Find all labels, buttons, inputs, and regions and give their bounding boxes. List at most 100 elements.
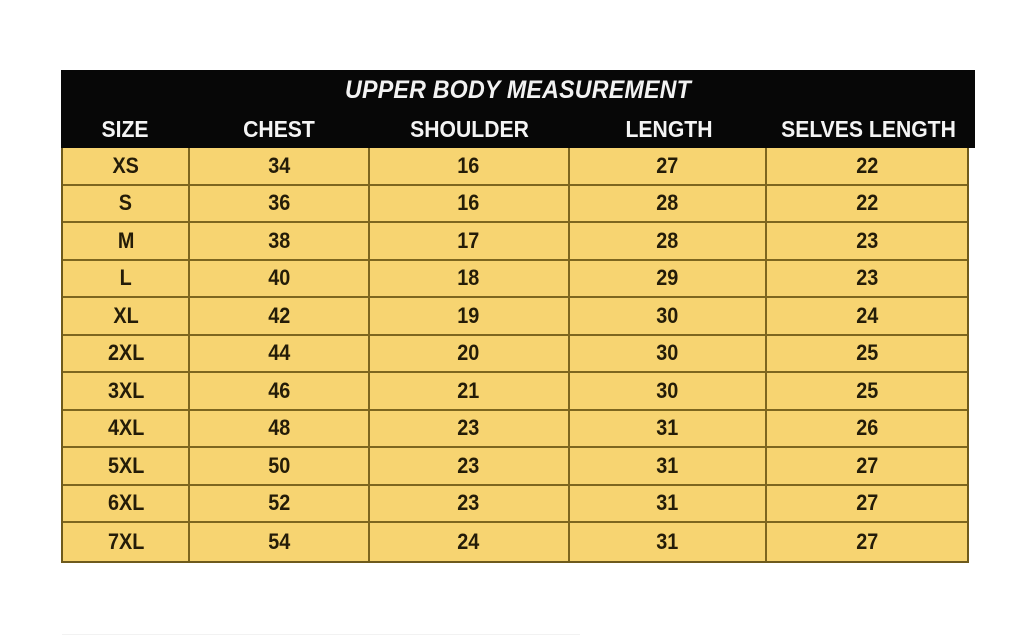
cell-selves-length: 23 [767, 261, 967, 297]
cell-chest-value: 42 [268, 302, 291, 328]
cell-shoulder-value: 17 [457, 227, 480, 253]
column-header-shoulder: SHOULDER [410, 115, 529, 142]
cell-shoulder-value: 23 [457, 452, 480, 478]
column-header-length: LENGTH [625, 115, 713, 142]
table-row: 6XL 52 23 31 27 [63, 485, 967, 523]
cell-selves-length-value: 24 [855, 302, 878, 328]
cell-selves-length-value: 23 [855, 227, 878, 253]
cell-length: 31 [570, 448, 767, 484]
cell-chest-value: 40 [268, 265, 291, 291]
cell-selves-length: 22 [767, 186, 967, 222]
size-chart-table: UPPER BODY MEASUREMENT SIZE CHEST SHOULD… [61, 70, 975, 563]
cell-size-value: L [119, 265, 132, 291]
table-row: XL 42 19 30 24 [63, 298, 967, 336]
cell-length: 31 [570, 523, 767, 561]
cell-selves-length: 27 [767, 486, 967, 522]
cell-shoulder-value: 18 [457, 265, 480, 291]
cell-length: 31 [570, 485, 767, 521]
cell-shoulder: 23 [370, 485, 570, 521]
cell-size: 5XL [63, 448, 191, 484]
cell-shoulder: 17 [370, 223, 570, 259]
page-bottom-rule [62, 634, 580, 635]
cell-length-value: 31 [656, 490, 679, 516]
cell-size: M [63, 223, 191, 259]
cell-selves-length-value: 22 [855, 152, 878, 178]
cell-length: 31 [570, 410, 767, 446]
cell-shoulder-value: 19 [457, 302, 480, 328]
cell-selves-length: 27 [767, 523, 967, 561]
cell-selves-length-value: 26 [855, 415, 878, 441]
cell-size: 7XL [63, 523, 191, 561]
cell-selves-length-value: 22 [855, 190, 878, 216]
cell-shoulder-value: 21 [457, 377, 480, 403]
cell-selves-length: 22 [767, 148, 967, 184]
cell-selves-length: 25 [767, 336, 967, 372]
cell-length: 30 [570, 373, 767, 409]
cell-size: XS [63, 148, 191, 184]
cell-size-value: 7XL [107, 528, 144, 554]
cell-size: L [63, 260, 191, 296]
chart-title-row: UPPER BODY MEASUREMENT [61, 70, 975, 110]
cell-shoulder: 16 [370, 148, 570, 184]
column-header-selves-length: SELVES LENGTH [781, 115, 956, 142]
cell-selves-length: 25 [767, 373, 967, 409]
cell-size: S [63, 185, 191, 221]
cell-selves-length: 26 [767, 411, 967, 447]
cell-shoulder: 23 [370, 448, 570, 484]
table-row: 4XL 48 23 31 26 [63, 410, 967, 448]
cell-size-value: M [117, 227, 134, 253]
cell-size-value: 3XL [107, 377, 144, 403]
cell-chest: 52 [190, 485, 370, 521]
cell-size-value: XL [113, 302, 139, 328]
cell-chest: 40 [190, 260, 370, 296]
cell-chest-value: 44 [268, 340, 291, 366]
chart-body: XS 34 16 27 22 S 36 16 28 22 M 38 17 28 23 L 40 18 29 23 XL 4… [61, 148, 969, 563]
cell-chest-value: 50 [268, 452, 291, 478]
cell-length: 28 [570, 223, 767, 259]
cell-shoulder-value: 20 [457, 340, 480, 366]
cell-length: 28 [570, 185, 767, 221]
cell-shoulder: 19 [370, 298, 570, 334]
cell-size: 6XL [63, 485, 191, 521]
table-row: 2XL 44 20 30 25 [63, 335, 967, 373]
cell-chest-value: 52 [268, 490, 291, 516]
cell-shoulder-value: 24 [457, 528, 480, 554]
cell-shoulder-value: 23 [457, 490, 480, 516]
cell-size: 4XL [63, 410, 191, 446]
cell-size-value: 4XL [107, 415, 144, 441]
cell-length: 30 [570, 298, 767, 334]
cell-chest: 54 [190, 523, 370, 561]
chart-title: UPPER BODY MEASUREMENT [344, 75, 691, 104]
cell-selves-length-value: 27 [855, 528, 878, 554]
cell-size-value: 6XL [107, 490, 144, 516]
cell-chest: 44 [190, 335, 370, 371]
cell-chest: 50 [190, 448, 370, 484]
cell-chest-value: 46 [268, 377, 291, 403]
cell-length-value: 31 [656, 415, 679, 441]
cell-shoulder: 16 [370, 185, 570, 221]
cell-length-value: 28 [656, 227, 679, 253]
cell-size-value: 2XL [107, 340, 144, 366]
cell-shoulder-value: 16 [457, 190, 480, 216]
cell-selves-length: 27 [767, 448, 967, 484]
cell-length-value: 30 [656, 302, 679, 328]
cell-size-value: XS [112, 152, 139, 178]
cell-length: 29 [570, 260, 767, 296]
cell-length-value: 29 [656, 265, 679, 291]
cell-size-value: 5XL [107, 452, 144, 478]
cell-length-value: 28 [656, 190, 679, 216]
cell-selves-length-value: 23 [855, 265, 878, 291]
cell-size: 2XL [63, 335, 191, 371]
cell-shoulder: 21 [370, 373, 570, 409]
cell-length-value: 27 [656, 152, 679, 178]
cell-size: 3XL [63, 373, 191, 409]
cell-length-value: 31 [656, 452, 679, 478]
cell-length: 30 [570, 335, 767, 371]
cell-length-value: 30 [656, 340, 679, 366]
cell-shoulder: 18 [370, 260, 570, 296]
table-row: 3XL 46 21 30 25 [63, 373, 967, 411]
cell-length-value: 31 [656, 528, 679, 554]
cell-chest: 48 [190, 410, 370, 446]
table-row: S 36 16 28 22 [63, 185, 967, 223]
cell-selves-length: 24 [767, 298, 967, 334]
